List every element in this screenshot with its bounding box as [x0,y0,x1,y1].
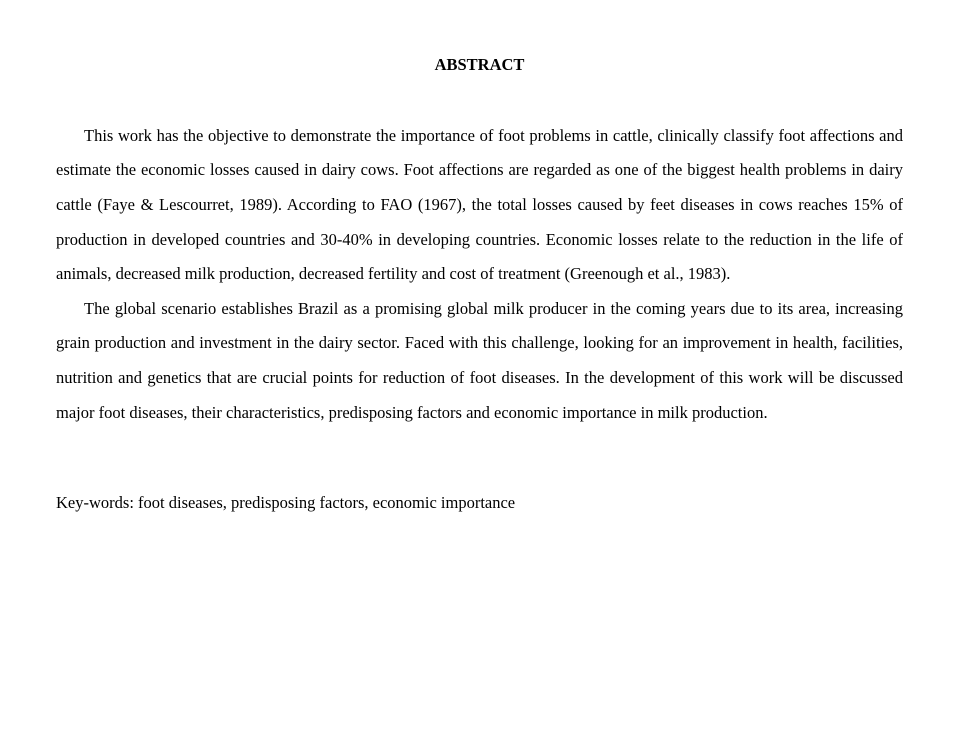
abstract-paragraph-2: The global scenario establishes Brazil a… [56,292,903,431]
abstract-title: ABSTRACT [56,48,903,83]
abstract-paragraph-1: This work has the objective to demonstra… [56,119,903,292]
keywords-line: Key-words: foot diseases, predisposing f… [56,486,903,521]
